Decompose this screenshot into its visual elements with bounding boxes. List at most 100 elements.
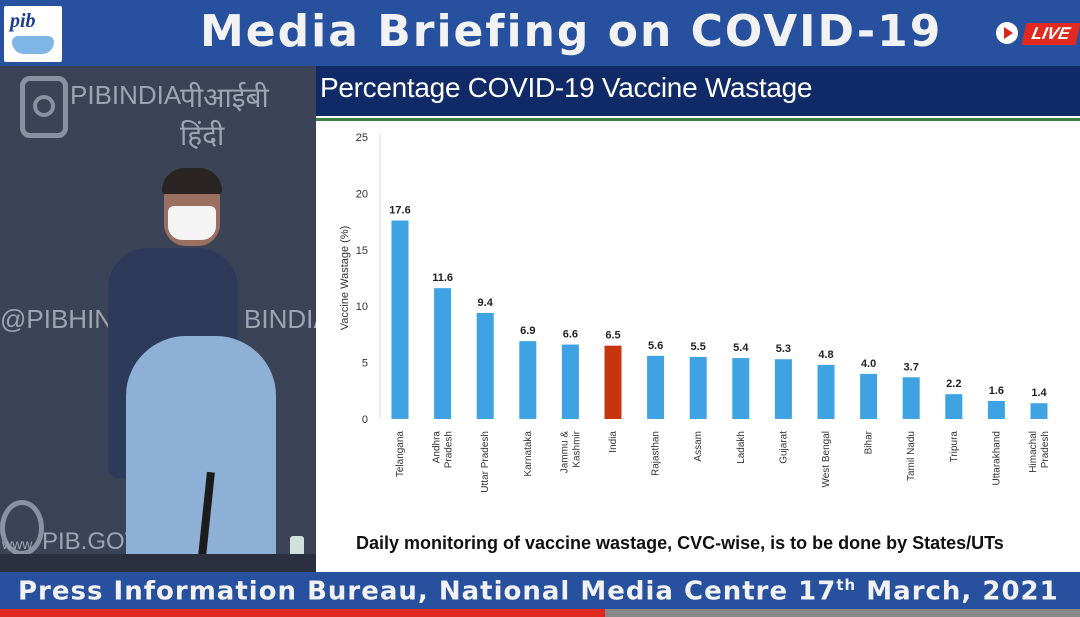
pib-logo: pib <box>4 6 62 62</box>
x-tick-label: HimachalPradesh <box>1028 431 1051 473</box>
bar <box>519 341 537 419</box>
bar <box>732 358 750 419</box>
bar <box>860 373 878 419</box>
y-tick-label: 5 <box>362 358 368 370</box>
chart-title-bar <box>316 66 1080 116</box>
wall-handle-bindia: BINDIA <box>244 304 316 334</box>
x-tick-label-line: Pradesh <box>1040 431 1051 468</box>
y-axis-title: Vaccine Wastage (%) <box>339 226 351 331</box>
data-label: 5.6 <box>648 340 663 352</box>
speaker-hair <box>162 168 222 194</box>
footer-caption: Press Information Bureau, National Media… <box>18 576 1059 607</box>
x-tick-label: Jammu &Kashmir <box>559 430 582 473</box>
x-tick-label: Bihar <box>864 430 875 454</box>
bar <box>561 344 579 419</box>
x-tick-label-line: Pradesh <box>444 431 455 468</box>
bar <box>774 359 792 419</box>
bar <box>434 288 452 419</box>
bar <box>604 345 622 419</box>
bar <box>476 312 494 419</box>
data-label: 17.6 <box>389 204 410 216</box>
page-title: Media Briefing on COVID-19 <box>200 6 943 57</box>
data-label: 6.6 <box>563 329 578 341</box>
x-tick-label: West Bengal <box>821 431 832 488</box>
data-label: 2.2 <box>946 378 961 390</box>
data-label: 9.4 <box>478 297 494 309</box>
x-tick-label-line: Gujarat <box>778 431 789 464</box>
x-tick-label: India <box>608 431 619 453</box>
x-tick-label: Ladakh <box>736 431 747 464</box>
x-tick-label-line: Tamil Nadu <box>906 431 917 481</box>
bar <box>817 364 835 419</box>
play-icon[interactable] <box>996 22 1018 44</box>
y-tick-label: 25 <box>356 132 368 144</box>
instagram-icon <box>20 76 68 138</box>
speaker-video: PIBINDIA पीआईबी हिंदी @PIBHINDI BINDIA w… <box>0 66 316 572</box>
x-tick-label-line: Jammu & <box>559 431 570 474</box>
desk <box>0 554 316 572</box>
header-bar <box>0 0 1080 66</box>
y-tick-label: 10 <box>356 301 368 313</box>
live-label: LIVE <box>1021 23 1080 45</box>
x-tick-label-line: Tripura <box>949 431 960 463</box>
x-tick-label-line: Karnataka <box>523 431 534 477</box>
x-tick-label: Assam <box>693 431 704 462</box>
bar <box>945 394 963 419</box>
x-tick-label: Uttar Pradesh <box>480 431 491 493</box>
bar <box>689 356 707 419</box>
x-tick-label-line: Uttar Pradesh <box>480 431 491 493</box>
x-tick-label: Uttarakhand <box>991 431 1002 485</box>
x-tick-label-line: Telangana <box>395 431 406 478</box>
x-tick-label: Tamil Nadu <box>906 431 917 481</box>
bar <box>902 377 920 419</box>
x-tick-label-line: Kashmir <box>571 430 582 467</box>
face-mask <box>168 206 216 240</box>
x-tick-label: Rajasthan <box>651 431 662 476</box>
data-label: 5.4 <box>733 342 749 354</box>
wall-handle-pibindia: PIBINDIA <box>70 80 182 110</box>
video-progress-fill[interactable] <box>0 609 605 617</box>
live-badge[interactable]: LIVE <box>996 21 1080 47</box>
data-label: 3.7 <box>904 361 919 373</box>
bar <box>987 400 1005 419</box>
chart-footnote: Daily monitoring of vaccine wastage, CVC… <box>356 533 1004 553</box>
x-tick-label-line: Rajasthan <box>651 431 662 476</box>
mask-graphic <box>12 36 54 54</box>
bar <box>1030 403 1048 419</box>
x-tick-label-line: India <box>608 431 619 453</box>
bar-chart: 0 5 10 15 20 25 Vaccine Wastage (%) 17.6 Telanga… <box>339 132 1051 493</box>
chart-title: Percentage COVID-19 Vaccine Wastage <box>320 72 813 103</box>
x-tick-label: Tripura <box>949 431 960 463</box>
wall-globe-text: www <box>2 536 33 552</box>
data-label: 1.6 <box>989 385 1004 397</box>
bar <box>647 355 665 419</box>
x-tick-label: Telangana <box>395 431 406 478</box>
y-tick-label: 20 <box>356 188 368 200</box>
logo-text: pib <box>10 10 36 32</box>
x-tick-label-line: Andhra <box>432 431 443 464</box>
data-label: 4.0 <box>861 358 876 370</box>
x-tick-label: AndhraPradesh <box>432 431 455 469</box>
globe-icon <box>0 500 44 556</box>
data-label: 4.8 <box>818 349 833 361</box>
bar <box>391 220 409 419</box>
x-tick-label-line: Ladakh <box>736 431 747 464</box>
data-label: 5.3 <box>776 343 791 355</box>
wall-hindi-text: पीआईबी हिंदी <box>180 82 269 151</box>
x-tick-label-line: West Bengal <box>821 431 832 488</box>
x-tick-label-line: Himachal <box>1028 431 1039 473</box>
data-label: 11.6 <box>432 272 453 284</box>
y-tick-label: 0 <box>362 414 368 426</box>
footer-bar <box>0 572 1080 610</box>
x-tick-label-line: Uttarakhand <box>991 431 1002 485</box>
data-label: 5.5 <box>691 341 706 353</box>
x-tick-label: Karnataka <box>523 431 534 477</box>
data-label: 1.4 <box>1031 387 1047 399</box>
ordinal-suffix: th <box>836 576 857 594</box>
data-label: 6.9 <box>520 325 535 337</box>
chart-divider <box>316 118 1080 121</box>
x-tick-label-line: Assam <box>693 431 704 462</box>
x-tick-label: Gujarat <box>778 431 789 464</box>
x-tick-label-line: Bihar <box>864 430 875 454</box>
y-tick-label: 15 <box>356 245 368 257</box>
